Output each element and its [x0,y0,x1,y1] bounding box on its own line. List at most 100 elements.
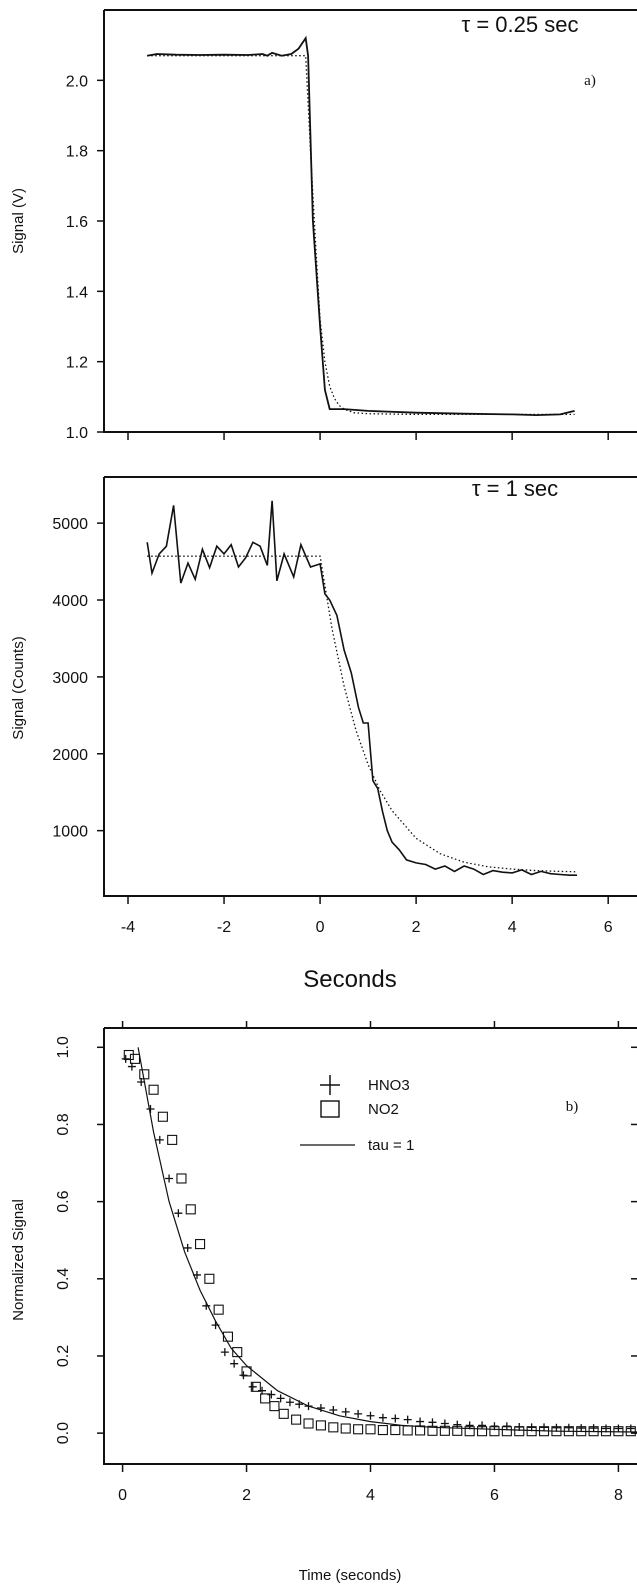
hno3-point [478,1421,487,1430]
panel-a-ytick-label: 1.2 [66,355,88,372]
panel-b-axes-frame [103,1028,637,1465]
panel-a-axes-frame [103,10,637,433]
panel-counts-ytick-label: 1000 [52,824,88,841]
no2-point [167,1134,178,1145]
panel-a-label: a) [584,73,596,89]
no2-point [278,1408,289,1419]
no2-point [123,1049,134,1061]
panel-a: 1.0 1.2 1.4 1.6 1.8 2.0 τ = 0.25 sec a) Signa… [10,9,637,442]
hno3-point [354,1409,363,1418]
legend-item-hno3: HNO3 [320,1075,410,1095]
legend-item-fit: tau = 1 [300,1137,414,1154]
hno3-point [239,1371,248,1380]
no2-point [185,1204,196,1215]
panel-b-ylabel: Normalized Signal [10,1199,27,1321]
panel-a-ticks: 1.0 1.2 1.4 1.6 1.8 2.0 [66,73,609,442]
no2-point [222,1331,234,1342]
no2-point [365,1424,376,1435]
panel-b-ytick-label: 0.4 [55,1268,72,1290]
no2-point [390,1424,401,1436]
panel-b-ytick-label: 0.6 [55,1190,72,1212]
panel-b-ytick-label: 0.8 [55,1113,72,1135]
hno3-point [155,1135,164,1144]
legend-item-no2: NO2 [320,1100,399,1118]
hno3-point [146,1105,155,1114]
hno3-point [329,1405,338,1414]
no2-point [260,1393,271,1404]
panel-counts-xlabel: Seconds [303,966,396,993]
no2-point [427,1425,438,1436]
panel-counts-ytick-label: 4000 [52,593,88,610]
panel-b-ytick-label: 0.2 [55,1345,72,1367]
panel-counts: 1000 2000 3000 4000 5000 -4 -2 0 2 4 6 τ = 1 sec S… [10,476,637,993]
panel-counts-xtick-label: 0 [316,919,325,936]
no2-point [204,1273,215,1284]
panel-counts-annotation: τ = 1 sec [472,476,558,501]
legend-plus-marker [320,1075,340,1095]
panel-a-ytick-label: 1.0 [66,425,88,442]
panel-counts-ytick-label: 3000 [52,670,88,687]
hno3-point [589,1424,598,1433]
panel-a-signal-line [147,35,575,417]
no2-point [232,1347,243,1358]
hno3-point [248,1382,257,1391]
panel-a-fit-line [147,55,575,416]
hno3-point [267,1390,276,1399]
legend-label-hno3: HNO3 [368,1077,410,1094]
hno3-point [564,1423,573,1432]
hno3-point [258,1386,267,1395]
panel-counts-ticks: 1000 2000 3000 4000 5000 -4 -2 0 2 4 6 [52,516,612,936]
panel-counts-ytick-label: 2000 [52,747,88,764]
no2-point [501,1426,512,1437]
hno3-point [378,1413,387,1422]
hno3-point [220,1348,229,1357]
panel-a-ytick-label: 1.8 [66,144,88,161]
no2-point [625,1426,636,1437]
panel-a-annotation: τ = 0.25 sec [462,12,579,37]
panel-counts-fit-line [147,555,578,873]
no2-point [402,1425,413,1436]
no2-point [269,1401,280,1412]
no2-point [157,1111,168,1122]
hno3-point [416,1417,425,1426]
no2-point [148,1084,159,1095]
panel-counts-signal-line [146,500,577,876]
no2-point [213,1304,224,1315]
no2-point [464,1426,475,1437]
panel-a-ytick-label: 2.0 [66,73,88,90]
panel-counts-series [146,500,578,876]
panel-b-xtick-label: 8 [614,1487,623,1504]
panel-counts-xtick-label: -4 [121,919,135,936]
no2-point [439,1425,450,1436]
no2-point [250,1381,261,1392]
no2-point [526,1426,537,1437]
panel-a-ytick-label: 1.6 [66,214,88,231]
panel-b-ytick-label: 0.0 [55,1422,72,1444]
panel-counts-xtick-label: -2 [217,919,231,936]
panel-b-xtick-label: 4 [366,1487,375,1504]
no2-point [415,1425,426,1436]
hno3-point [285,1398,294,1407]
hno3-point [183,1243,192,1252]
panel-b-series [121,1047,637,1437]
no2-point [315,1420,326,1431]
hno3-point [316,1404,325,1413]
no2-point [489,1426,500,1437]
hno3-point [540,1423,549,1432]
panel-b: 0.0 0.2 0.4 0.6 0.8 1.0 0 2 4 6 8 b) Normalized Si… [10,1021,637,1584]
hno3-point [276,1394,285,1403]
panel-a-ylabel: Signal (V) [10,188,27,254]
panel-counts-ytick-label: 5000 [52,516,88,533]
panel-b-xtick-label: 2 [242,1487,251,1504]
hno3-point [577,1424,586,1433]
no2-point [477,1426,488,1437]
hno3-point [366,1411,375,1420]
no2-point [514,1426,525,1437]
panel-a-ytick-label: 1.4 [66,284,88,301]
legend: HNO3 NO2 tau = 1 [300,1075,414,1154]
hno3-point [341,1407,350,1416]
hno3-point [165,1174,174,1183]
no2-point [291,1414,302,1425]
panel-counts-ylabel: Signal (Counts) [10,636,27,739]
